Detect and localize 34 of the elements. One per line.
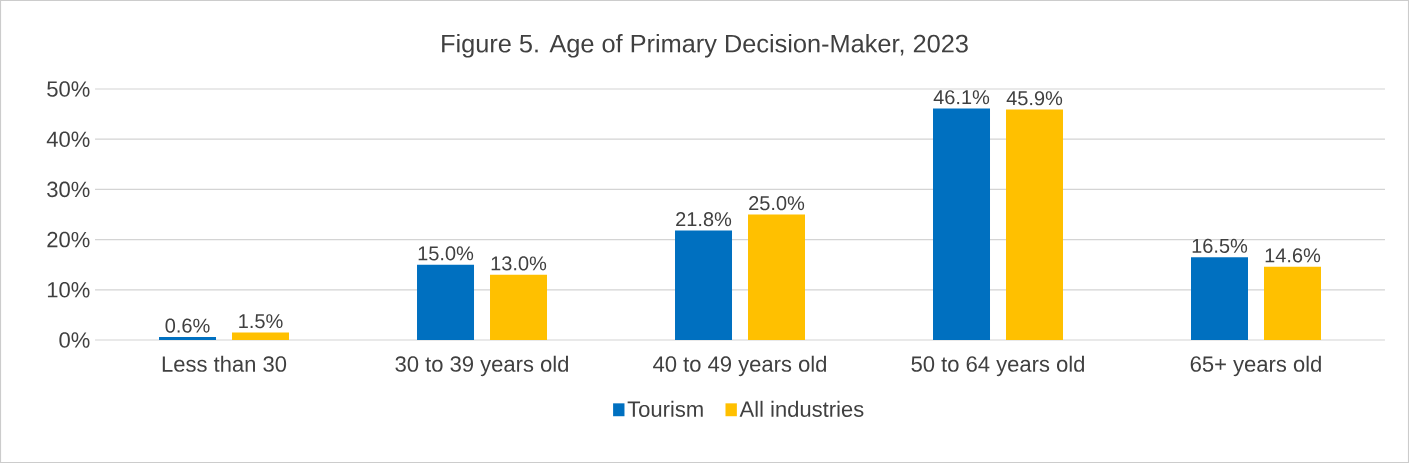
- bar: [490, 274, 548, 340]
- data-label: 21.8%: [676, 212, 732, 227]
- data-label: 15.0%: [418, 246, 474, 261]
- x-tick-label: 40 to 49 years old: [653, 355, 826, 377]
- data-label: 46.1%: [933, 90, 990, 105]
- x-tick-label: 65+ years old: [1190, 355, 1321, 377]
- x-tick-label: Less than 30: [162, 355, 287, 372]
- y-tick-label: 20%: [47, 231, 90, 248]
- y-tick-label: 40%: [46, 131, 90, 147]
- x-tick-label: 30 to 39 years old: [395, 355, 568, 377]
- legend-label: Tourism: [627, 400, 703, 417]
- bar: [1264, 266, 1321, 340]
- data-label: 1.5%: [239, 314, 283, 329]
- x-tick-label: 50 to 64 years old: [911, 355, 1084, 377]
- y-tick-label: 0%: [59, 332, 90, 348]
- y-tick-label: 10%: [47, 281, 90, 298]
- bar: [933, 108, 991, 340]
- bar: [159, 336, 217, 340]
- legend-label: All industries: [739, 400, 864, 417]
- bar: [1006, 109, 1064, 340]
- data-label: 16.5%: [1192, 238, 1248, 253]
- bar: [1191, 257, 1248, 340]
- data-label: 14.6%: [1265, 248, 1321, 263]
- y-tick-label: 50%: [47, 81, 90, 97]
- bar: [417, 264, 475, 340]
- bar: [748, 214, 806, 340]
- data-label: 0.6%: [165, 318, 210, 333]
- data-label: 45.9%: [1006, 91, 1063, 106]
- data-label: 25.0%: [749, 196, 805, 211]
- y-tick-label: 30%: [47, 181, 90, 198]
- bar: [232, 332, 290, 340]
- data-label: 13.0%: [491, 256, 547, 271]
- chart-title: Figure 5. Age of Primary Decision-Maker, 2023: [442, 33, 968, 58]
- bar: [675, 230, 733, 340]
